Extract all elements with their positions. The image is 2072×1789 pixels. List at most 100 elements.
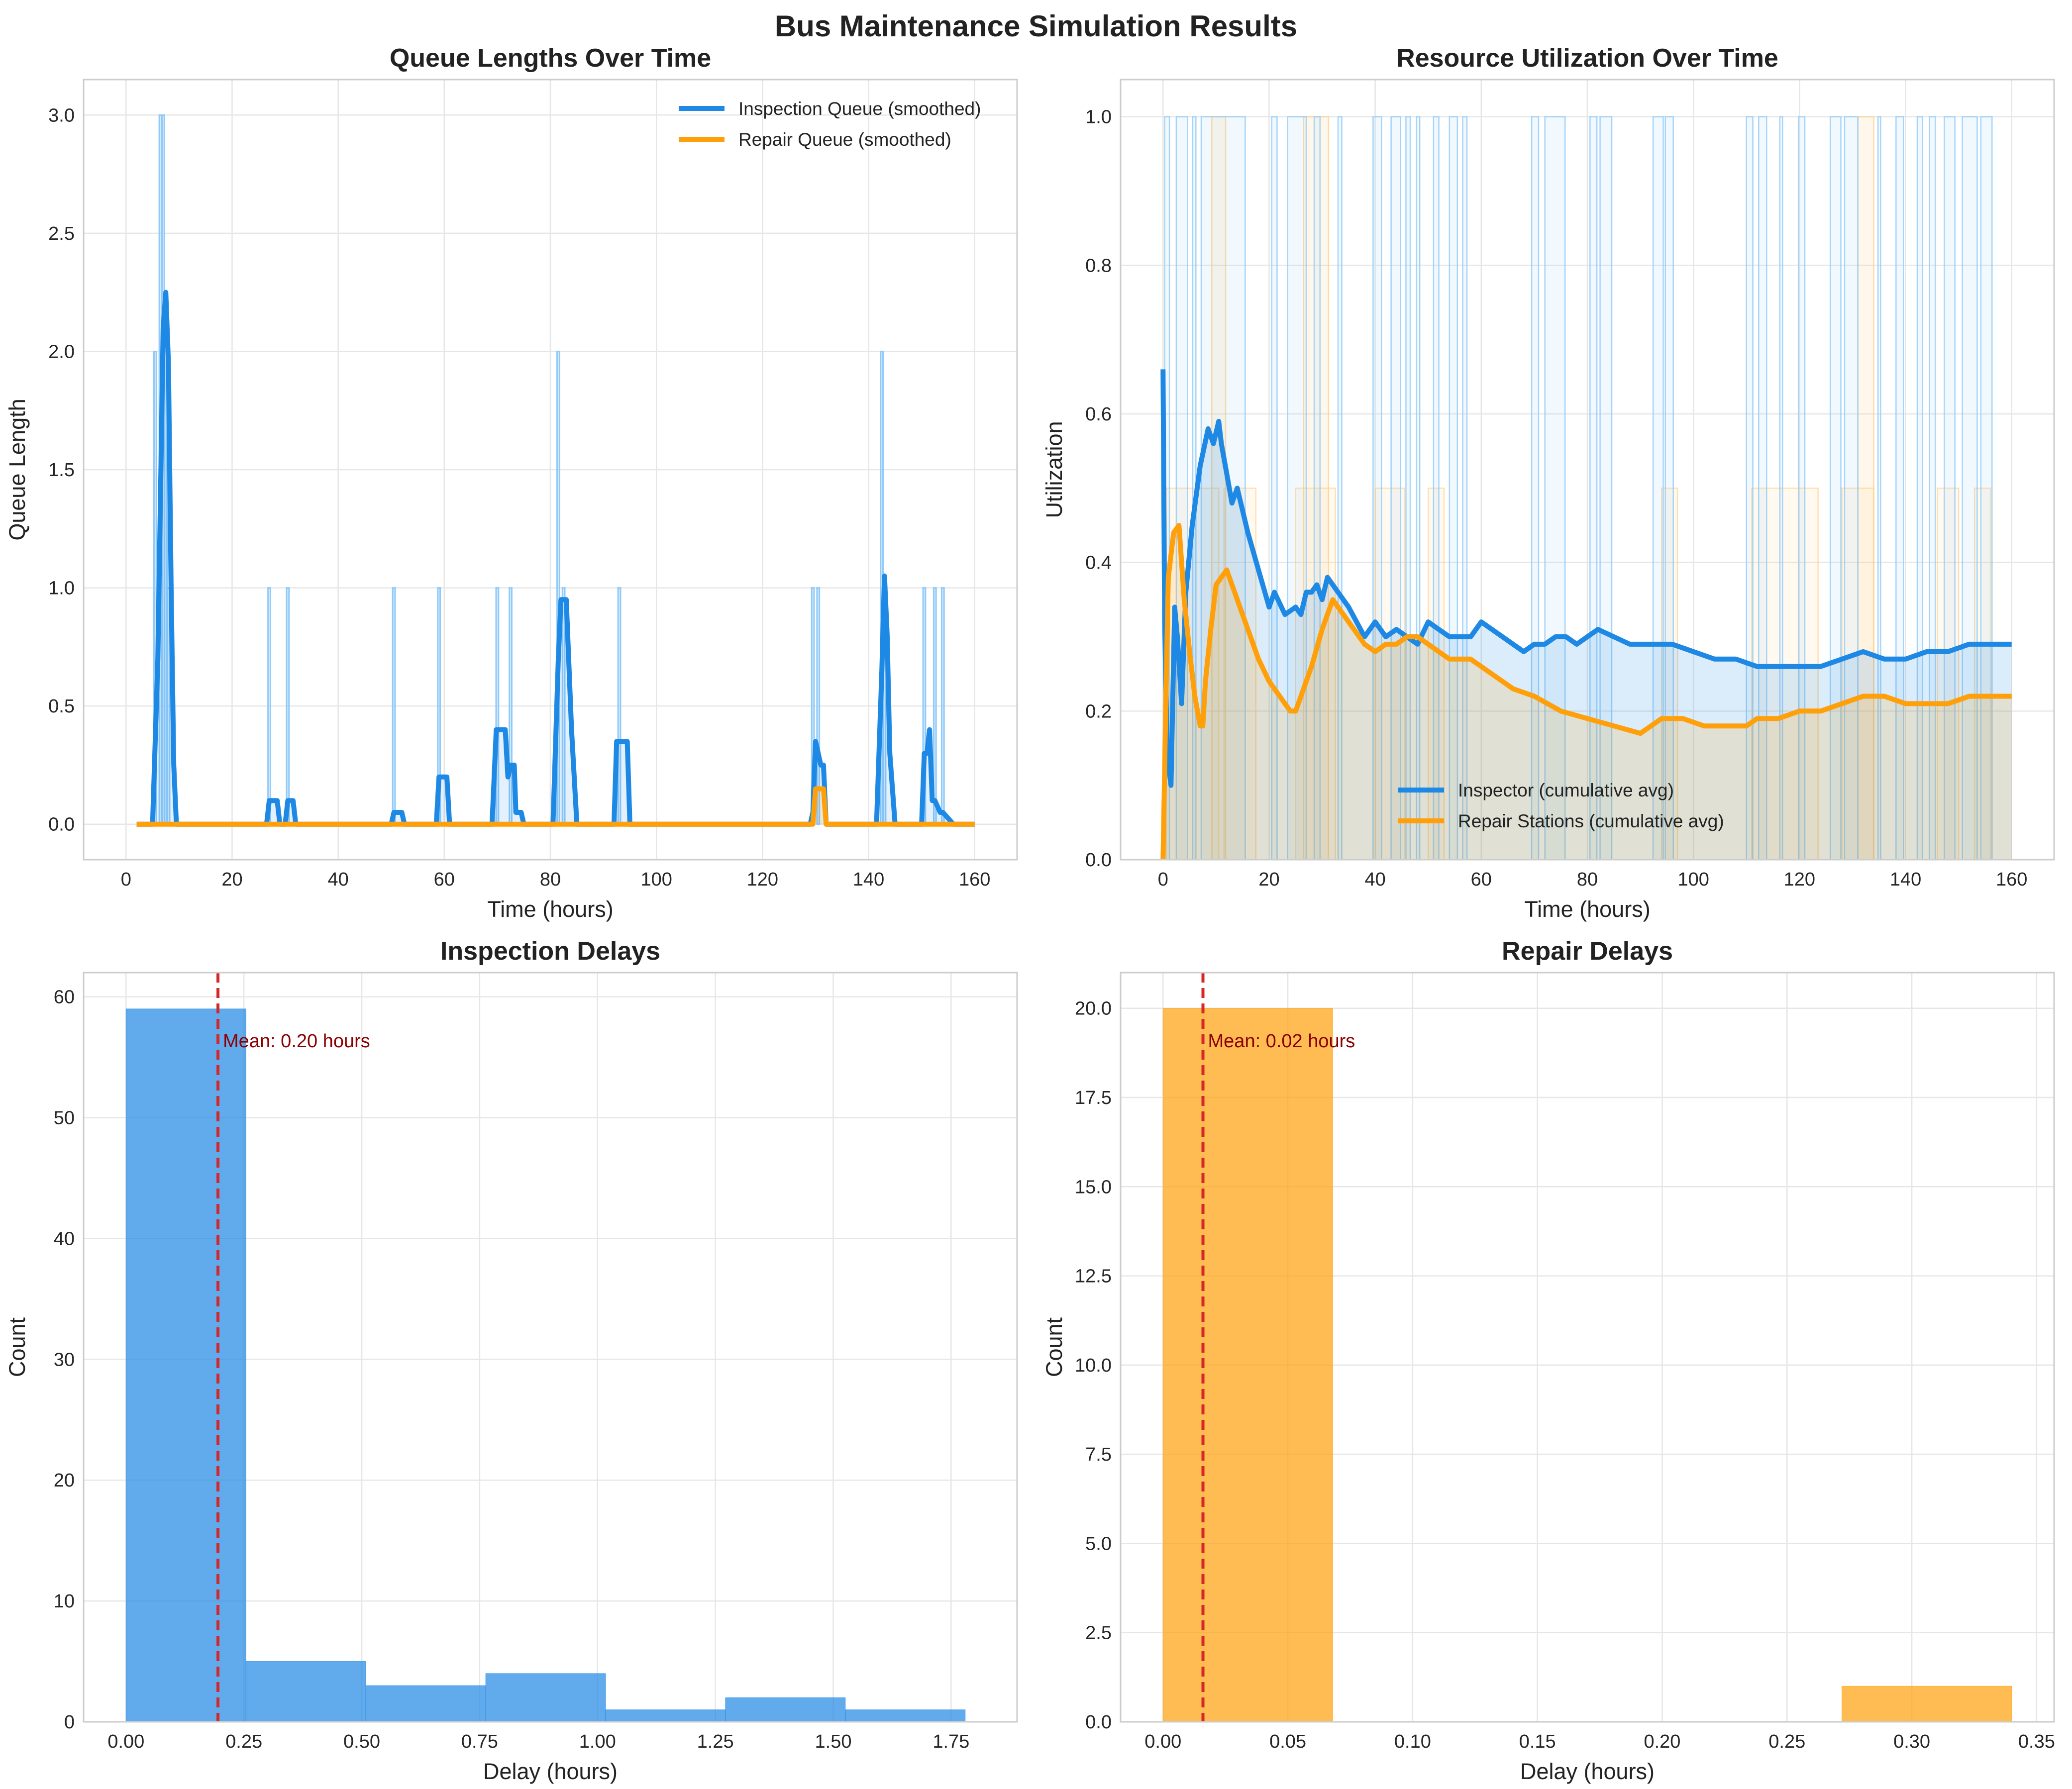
y-tick-label: 1.0 — [48, 578, 75, 599]
x-tick-label: 1.75 — [932, 1731, 969, 1752]
x-tick-label: 120 — [1784, 869, 1815, 890]
histogram-bar — [725, 1697, 846, 1722]
series-fill — [1163, 369, 2012, 860]
y-tick-label: 0.2 — [1085, 701, 1112, 722]
raw-queue-spike — [940, 587, 945, 825]
raw-repair-step — [1857, 116, 1874, 861]
y-tick-label: 1.0 — [1085, 107, 1112, 128]
histogram-bar — [245, 1661, 366, 1722]
x-tick-label: 40 — [327, 869, 348, 890]
y-axis-label: Count — [4, 1317, 30, 1377]
x-tick-label: 0.00 — [1144, 1731, 1181, 1752]
y-tick-label: 12.5 — [1075, 1266, 1112, 1287]
legend-label: Repair Queue (smoothed) — [738, 129, 951, 150]
x-tick-label: 0.00 — [107, 1731, 144, 1752]
x-tick-label: 0.05 — [1269, 1731, 1306, 1752]
y-tick-label: 10 — [54, 1591, 75, 1612]
x-tick-label: 0 — [1158, 869, 1168, 890]
raw-repair-step — [1303, 116, 1330, 861]
y-tick-label: 50 — [54, 1107, 75, 1128]
x-tick-label: 20 — [1258, 869, 1279, 890]
histogram-bar — [605, 1709, 726, 1722]
chart-title: Queue Lengths Over Time — [390, 44, 711, 73]
y-tick-label: 0.4 — [1085, 553, 1112, 574]
x-tick-label: 120 — [747, 869, 778, 890]
histogram-bar — [1162, 1008, 1333, 1722]
x-tick-label: 80 — [1577, 869, 1598, 890]
y-tick-label: 1.5 — [48, 460, 75, 481]
y-tick-label: 40 — [54, 1228, 75, 1249]
x-tick-label: 80 — [540, 869, 561, 890]
y-tick-label: 0.6 — [1085, 404, 1112, 425]
y-tick-label: 15.0 — [1075, 1177, 1112, 1197]
x-axis-label: Delay (hours) — [1520, 1759, 1655, 1784]
mean-annotation: Mean: 0.20 hours — [223, 1031, 370, 1052]
y-tick-label: 2.5 — [48, 223, 75, 244]
raw-inspector-step — [1962, 116, 1978, 861]
y-axis-label: Queue Length — [4, 398, 30, 540]
x-axis-label: Time (hours) — [487, 896, 613, 922]
legend-label: Inspector (cumulative avg) — [1458, 780, 1674, 800]
x-tick-label: 0.25 — [225, 1731, 262, 1752]
x-tick-label: 100 — [1677, 869, 1709, 890]
x-tick-label: 100 — [640, 869, 672, 890]
x-tick-label: 0.20 — [1644, 1731, 1680, 1752]
x-tick-label: 0.30 — [1893, 1731, 1930, 1752]
raw-repair-step — [1374, 488, 1405, 861]
y-tick-label: 0.5 — [48, 696, 75, 717]
repair-queue-line — [136, 786, 975, 827]
inspection-queue-line — [136, 290, 975, 827]
histogram-bar — [485, 1673, 606, 1722]
y-tick-label: 0.0 — [1085, 850, 1112, 871]
x-tick-label: 160 — [959, 869, 990, 890]
y-tick-label: 0.8 — [1085, 255, 1112, 276]
insp_hist-frame — [83, 972, 1018, 1723]
x-tick-label: 1.25 — [697, 1731, 734, 1752]
y-tick-label: 7.5 — [1085, 1444, 1112, 1465]
raw-repair-step — [1211, 116, 1227, 861]
y-tick-label: 5.0 — [1085, 1533, 1112, 1554]
x-tick-label: 0.15 — [1519, 1731, 1556, 1752]
x-tick-label: 0.35 — [2018, 1731, 2055, 1752]
util-frame — [1120, 79, 2055, 861]
y-tick-label: 30 — [54, 1349, 75, 1370]
y-tick-label: 20 — [54, 1470, 75, 1491]
x-tick-label: 160 — [1996, 869, 2027, 890]
x-tick-label: 140 — [1890, 869, 1921, 890]
chart-title: Resource Utilization Over Time — [1396, 44, 1778, 73]
x-tick-label: 0.50 — [343, 1731, 380, 1752]
legend-label: Inspection Queue (smoothed) — [738, 99, 981, 119]
chart-title: Inspection Delays — [440, 937, 660, 966]
queue-frame — [83, 79, 1018, 861]
histogram-bar — [125, 1008, 246, 1722]
raw-repair-step — [1660, 488, 1678, 861]
rep_hist-plot: Mean: 0.02 hours — [1162, 973, 2012, 1722]
queue-plot — [136, 114, 975, 827]
insp_hist-plot: Mean: 0.20 hours — [125, 973, 966, 1722]
histogram-bar — [845, 1709, 966, 1722]
y-tick-label: 2.0 — [48, 341, 75, 362]
histogram-bar — [365, 1685, 486, 1722]
util-legend: Inspector (cumulative avg) Repair Station… — [1398, 780, 1724, 831]
y-tick-label: 20.0 — [1075, 998, 1112, 1019]
x-tick-label: 1.00 — [579, 1731, 616, 1752]
rep_hist-frame — [1120, 972, 2055, 1723]
figure-title: Bus Maintenance Simulation Results — [774, 9, 1298, 43]
raw-queue-spike — [286, 587, 290, 825]
x-axis-label: Delay (hours) — [483, 1759, 618, 1784]
repair-utilization-line — [1160, 523, 2012, 860]
y-tick-label: 60 — [54, 987, 75, 1008]
histogram-bar — [1842, 1686, 2012, 1722]
y-tick-label: 3.0 — [48, 105, 75, 126]
y-tick-label: 0.0 — [1085, 1712, 1112, 1733]
x-tick-label: 20 — [221, 869, 242, 890]
queue-legend: Inspection Queue (smoothed) Repair Queue … — [679, 99, 981, 150]
series-fill — [1163, 525, 2012, 860]
mean-annotation: Mean: 0.02 hours — [1208, 1031, 1355, 1052]
inspector-utilization-line — [1160, 369, 2012, 788]
x-axis-label: Time (hours) — [1524, 896, 1650, 922]
y-axis-label: Count — [1041, 1317, 1067, 1377]
y-tick-label: 0.0 — [48, 814, 75, 835]
x-tick-label: 40 — [1364, 869, 1385, 890]
